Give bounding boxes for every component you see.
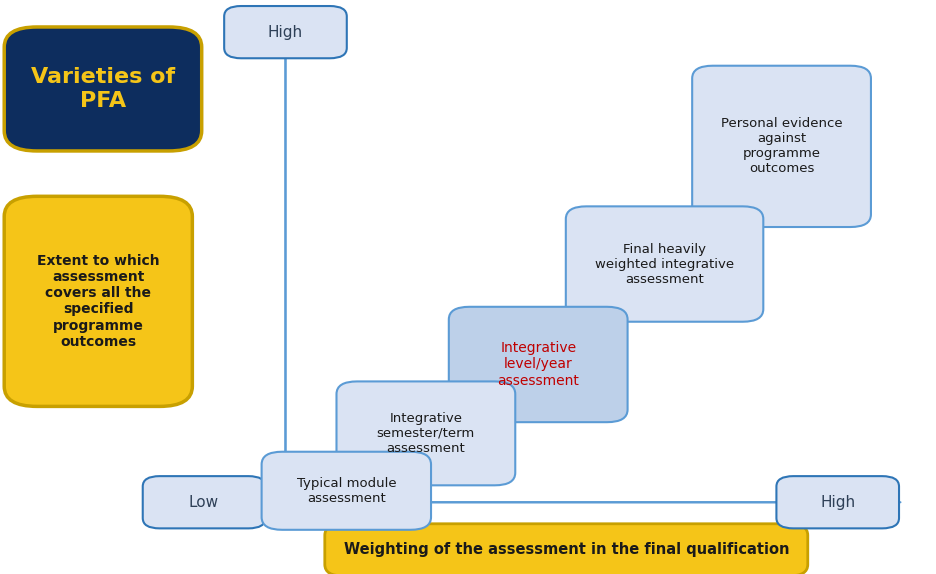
Text: High: High — [268, 25, 303, 40]
FancyBboxPatch shape — [261, 452, 431, 530]
Text: Final heavily
weighted integrative
assessment: Final heavily weighted integrative asses… — [595, 243, 734, 285]
Text: Personal evidence
against
programme
outcomes: Personal evidence against programme outc… — [721, 117, 842, 176]
FancyBboxPatch shape — [4, 196, 193, 406]
FancyBboxPatch shape — [143, 476, 266, 528]
Text: Low: Low — [189, 495, 219, 510]
FancyBboxPatch shape — [4, 27, 202, 151]
Text: Integrative
level/year
assessment: Integrative level/year assessment — [497, 342, 579, 387]
FancyBboxPatch shape — [777, 476, 899, 528]
Text: Extent to which
assessment
covers all the
specified
programme
outcomes: Extent to which assessment covers all th… — [37, 254, 160, 349]
Text: Typical module
assessment: Typical module assessment — [297, 477, 396, 505]
FancyBboxPatch shape — [565, 206, 764, 321]
FancyBboxPatch shape — [692, 65, 870, 227]
FancyBboxPatch shape — [225, 6, 347, 58]
Text: Integrative
semester/term
assessment: Integrative semester/term assessment — [377, 412, 475, 455]
FancyBboxPatch shape — [337, 382, 516, 486]
Text: High: High — [820, 495, 856, 510]
Text: Varieties of
PFA: Varieties of PFA — [31, 67, 175, 111]
FancyBboxPatch shape — [449, 307, 627, 422]
Text: Weighting of the assessment in the final qualification: Weighting of the assessment in the final… — [344, 542, 789, 557]
FancyBboxPatch shape — [325, 523, 808, 574]
